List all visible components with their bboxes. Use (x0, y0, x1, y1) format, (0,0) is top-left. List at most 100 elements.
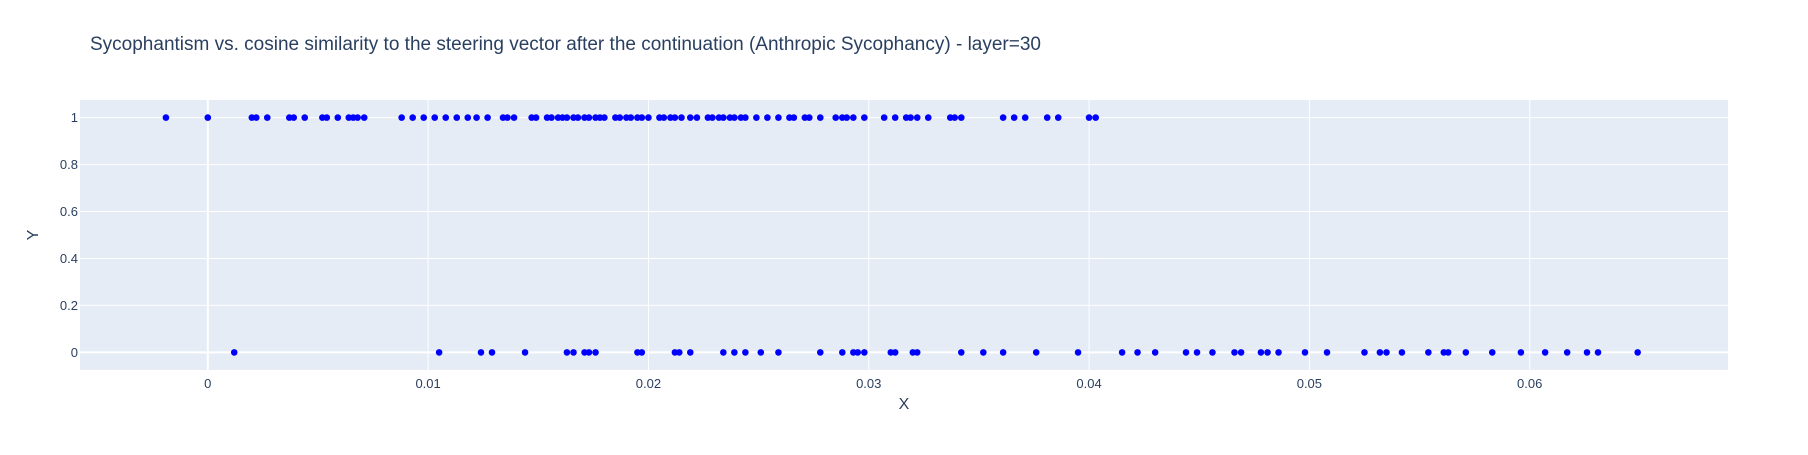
data-point[interactable] (1092, 114, 1099, 121)
data-point[interactable] (354, 114, 361, 121)
data-point[interactable] (645, 114, 652, 121)
data-point[interactable] (252, 114, 260, 121)
data-point[interactable] (1010, 114, 1018, 121)
data-point[interactable] (263, 114, 271, 121)
data-point[interactable] (1541, 349, 1549, 356)
data-point[interactable] (1237, 349, 1245, 356)
data-point[interactable] (574, 114, 582, 121)
data-point[interactable] (805, 114, 813, 121)
data-point[interactable] (1398, 349, 1406, 356)
data-point[interactable] (323, 114, 331, 121)
data-point[interactable] (686, 114, 694, 121)
data-point[interactable] (839, 349, 846, 356)
data-point[interactable] (671, 114, 679, 121)
data-point[interactable] (1134, 349, 1141, 356)
data-point[interactable] (563, 349, 571, 356)
data-point[interactable] (861, 114, 868, 121)
data-point[interactable] (1193, 349, 1201, 356)
data-point[interactable] (1264, 349, 1271, 356)
data-point[interactable] (675, 349, 683, 356)
data-point[interactable] (1634, 349, 1641, 356)
data-point[interactable] (816, 349, 824, 356)
data-point[interactable] (1032, 349, 1040, 356)
data-point[interactable] (601, 114, 608, 121)
data-point[interactable] (742, 349, 749, 356)
data-point[interactable] (720, 349, 727, 356)
data-point[interactable] (957, 349, 965, 356)
data-point[interactable] (301, 114, 309, 121)
data-point[interactable] (1583, 349, 1591, 356)
data-point[interactable] (290, 114, 298, 121)
data-point[interactable] (627, 114, 635, 121)
data-point[interactable] (570, 349, 577, 356)
data-point[interactable] (230, 349, 238, 356)
data-point[interactable] (1594, 349, 1602, 356)
data-points[interactable] (162, 114, 1641, 356)
data-point[interactable] (563, 114, 571, 121)
data-point[interactable] (891, 114, 899, 121)
data-point[interactable] (473, 114, 480, 121)
data-point[interactable] (660, 114, 668, 121)
data-point[interactable] (913, 114, 921, 121)
data-point[interactable] (1383, 349, 1390, 356)
data-point[interactable] (753, 114, 760, 121)
data-point[interactable] (638, 114, 646, 121)
data-point[interactable] (616, 114, 624, 121)
data-point[interactable] (435, 349, 443, 356)
data-point[interactable] (1209, 349, 1216, 356)
data-point[interactable] (521, 349, 529, 356)
data-point[interactable] (731, 349, 738, 356)
data-point[interactable] (1231, 349, 1238, 356)
data-point[interactable] (1301, 349, 1309, 356)
data-point[interactable] (484, 114, 491, 121)
data-point[interactable] (1361, 349, 1368, 356)
data-point[interactable] (775, 114, 782, 121)
data-point[interactable] (162, 114, 170, 121)
data-point[interactable] (709, 114, 716, 121)
data-point[interactable] (854, 349, 862, 356)
data-point[interactable] (592, 349, 599, 356)
data-point[interactable] (409, 114, 416, 121)
data-point[interactable] (843, 114, 851, 121)
data-point[interactable] (464, 114, 472, 121)
data-point[interactable] (832, 114, 840, 121)
data-point[interactable] (693, 114, 701, 121)
data-point[interactable] (907, 114, 914, 121)
data-point[interactable] (880, 114, 888, 121)
data-point[interactable] (1054, 114, 1062, 121)
data-point[interactable] (431, 114, 439, 121)
data-point[interactable] (504, 114, 511, 121)
data-point[interactable] (1563, 349, 1571, 356)
data-point[interactable] (548, 114, 555, 121)
data-point[interactable] (913, 349, 921, 356)
data-point[interactable] (1151, 349, 1159, 356)
data-point[interactable] (360, 114, 368, 121)
data-point[interactable] (1085, 114, 1093, 121)
data-point[interactable] (585, 349, 593, 356)
data-point[interactable] (850, 114, 857, 121)
data-point[interactable] (816, 114, 824, 121)
data-point[interactable] (999, 114, 1007, 121)
data-point[interactable] (334, 114, 342, 121)
data-point[interactable] (1275, 349, 1282, 356)
data-point[interactable] (488, 349, 496, 356)
data-point[interactable] (477, 349, 485, 356)
data-point[interactable] (1462, 349, 1470, 356)
data-point[interactable] (1376, 349, 1384, 356)
data-point[interactable] (1257, 349, 1265, 356)
data-point[interactable] (999, 349, 1007, 356)
data-point[interactable] (757, 349, 765, 356)
data-point[interactable] (1488, 349, 1496, 356)
data-point[interactable] (1182, 349, 1190, 356)
data-point[interactable] (678, 114, 685, 121)
data-point[interactable] (790, 114, 798, 121)
data-point[interactable] (1425, 349, 1432, 356)
data-point[interactable] (1021, 114, 1029, 121)
data-point[interactable] (686, 349, 694, 356)
data-point[interactable] (510, 114, 518, 121)
data-point[interactable] (957, 114, 965, 121)
data-point[interactable] (532, 114, 540, 121)
data-point[interactable] (1074, 349, 1082, 356)
data-point[interactable] (585, 114, 593, 121)
data-point[interactable] (951, 114, 958, 121)
